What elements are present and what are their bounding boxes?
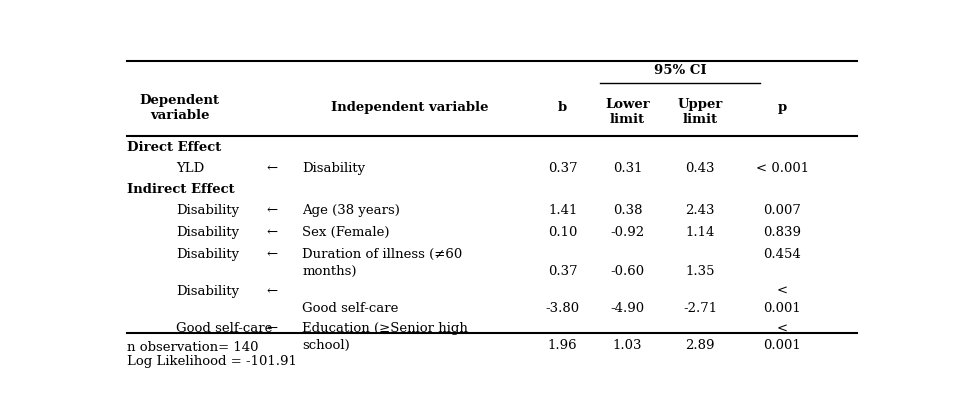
Text: 2.43: 2.43 bbox=[685, 204, 715, 217]
Text: ←: ← bbox=[267, 248, 278, 261]
Text: Sex (Female): Sex (Female) bbox=[302, 225, 390, 238]
Text: 1.03: 1.03 bbox=[612, 339, 642, 352]
Text: Disability: Disability bbox=[176, 248, 239, 261]
Text: 0.839: 0.839 bbox=[763, 225, 802, 238]
Text: 95% CI: 95% CI bbox=[654, 64, 707, 77]
Text: ←: ← bbox=[267, 204, 278, 217]
Text: 0.38: 0.38 bbox=[612, 204, 642, 217]
Text: n observation= 140: n observation= 140 bbox=[128, 341, 259, 354]
Text: 0.001: 0.001 bbox=[763, 339, 801, 352]
Text: 0.37: 0.37 bbox=[548, 162, 578, 175]
Text: Lower
limit: Lower limit bbox=[605, 98, 650, 126]
Text: < 0.001: < 0.001 bbox=[756, 162, 808, 175]
Text: Direct Effect: Direct Effect bbox=[128, 141, 222, 154]
Text: ←: ← bbox=[267, 225, 278, 238]
Text: Disability: Disability bbox=[302, 162, 366, 175]
Text: Duration of illness (≠60: Duration of illness (≠60 bbox=[302, 248, 463, 261]
Text: Disability: Disability bbox=[176, 225, 239, 238]
Text: Good self-care: Good self-care bbox=[176, 322, 273, 335]
Text: 1.35: 1.35 bbox=[685, 265, 715, 278]
Text: 1.14: 1.14 bbox=[685, 225, 715, 238]
Text: Independent variable: Independent variable bbox=[331, 101, 489, 114]
Text: b: b bbox=[558, 101, 567, 114]
Text: Disability: Disability bbox=[176, 204, 239, 217]
Text: Upper
limit: Upper limit bbox=[678, 98, 723, 126]
Text: Dependent
variable: Dependent variable bbox=[139, 94, 220, 122]
Text: school): school) bbox=[302, 339, 350, 352]
Text: -3.80: -3.80 bbox=[545, 302, 580, 315]
Text: YLD: YLD bbox=[176, 162, 204, 175]
Text: 0.454: 0.454 bbox=[763, 248, 801, 261]
Text: Education (≥Senior high: Education (≥Senior high bbox=[302, 322, 468, 335]
Text: 0.10: 0.10 bbox=[548, 225, 577, 238]
Text: -0.60: -0.60 bbox=[611, 265, 644, 278]
Text: Age (38 years): Age (38 years) bbox=[302, 204, 400, 217]
Text: ←: ← bbox=[267, 285, 278, 298]
Text: p: p bbox=[778, 101, 787, 114]
Text: Disability: Disability bbox=[176, 285, 239, 298]
Text: Good self-care: Good self-care bbox=[302, 302, 398, 315]
Text: <: < bbox=[777, 322, 788, 335]
Text: 0.43: 0.43 bbox=[685, 162, 715, 175]
Text: Log Likelihood = -101.91: Log Likelihood = -101.91 bbox=[128, 355, 298, 368]
Text: 2.89: 2.89 bbox=[685, 339, 715, 352]
Text: 1.96: 1.96 bbox=[548, 339, 578, 352]
Text: 0.31: 0.31 bbox=[612, 162, 642, 175]
Text: 0.37: 0.37 bbox=[548, 265, 578, 278]
Text: <: < bbox=[777, 285, 788, 298]
Text: 0.007: 0.007 bbox=[763, 204, 801, 217]
Text: ←: ← bbox=[267, 162, 278, 175]
Text: -0.92: -0.92 bbox=[611, 225, 644, 238]
Text: months): months) bbox=[302, 265, 357, 278]
Text: Indirect Effect: Indirect Effect bbox=[128, 183, 235, 196]
Text: 0.001: 0.001 bbox=[763, 302, 801, 315]
Text: ←: ← bbox=[267, 322, 278, 335]
Text: 1.41: 1.41 bbox=[548, 204, 577, 217]
Text: -4.90: -4.90 bbox=[611, 302, 644, 315]
Text: -2.71: -2.71 bbox=[684, 302, 717, 315]
